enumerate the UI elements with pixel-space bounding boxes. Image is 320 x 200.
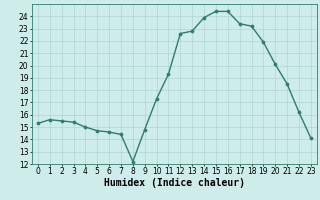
X-axis label: Humidex (Indice chaleur): Humidex (Indice chaleur) [104, 178, 245, 188]
